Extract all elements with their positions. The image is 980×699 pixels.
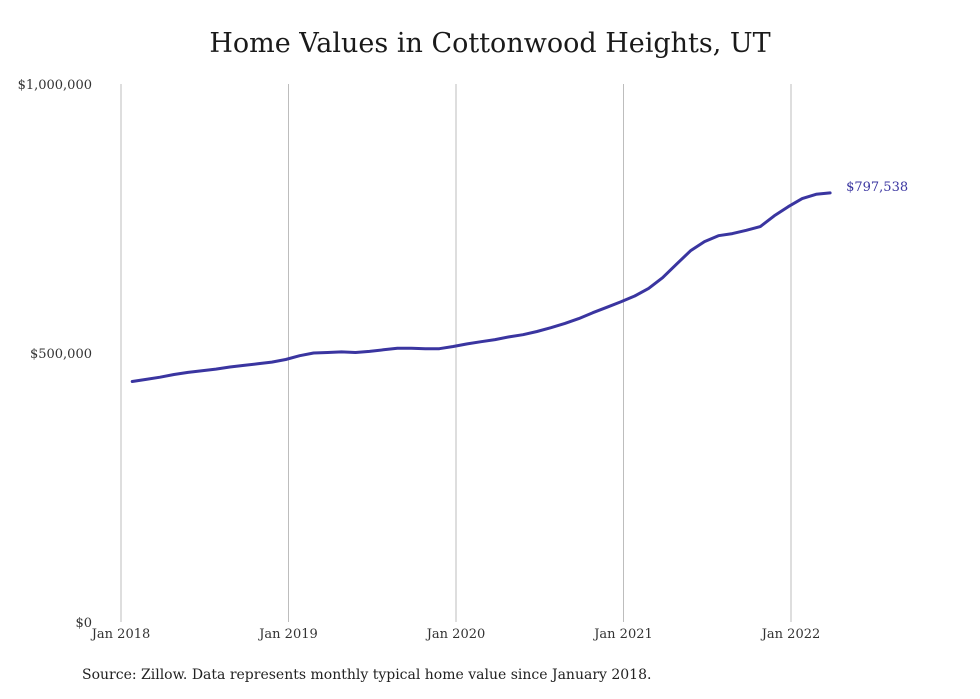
end-value-label: $797,538: [846, 180, 908, 195]
y-tick-label: $0: [75, 616, 92, 631]
x-tick-label: Jan 2020: [425, 627, 486, 642]
x-tick-label: Jan 2021: [592, 627, 653, 642]
home-value-line: [130, 191, 832, 383]
y-tick-label: $500,000: [30, 347, 92, 362]
x-tick-label: Jan 2022: [760, 627, 821, 642]
x-tick-label: Jan 2018: [90, 627, 151, 642]
chart-title: Home Values in Cottonwood Heights, UT: [209, 28, 771, 59]
vertical-gridlines: [120, 84, 792, 622]
y-axis-ticks: $0 $500,000 $1,000,000: [18, 78, 92, 631]
x-axis-ticks: Jan 2018 Jan 2019 Jan 2020 Jan 2021 Jan 2022: [90, 627, 821, 642]
source-note: Source: Zillow. Data represents monthly …: [82, 667, 652, 683]
x-tick-label: Jan 2019: [257, 627, 318, 642]
y-tick-label: $1,000,000: [18, 78, 92, 93]
